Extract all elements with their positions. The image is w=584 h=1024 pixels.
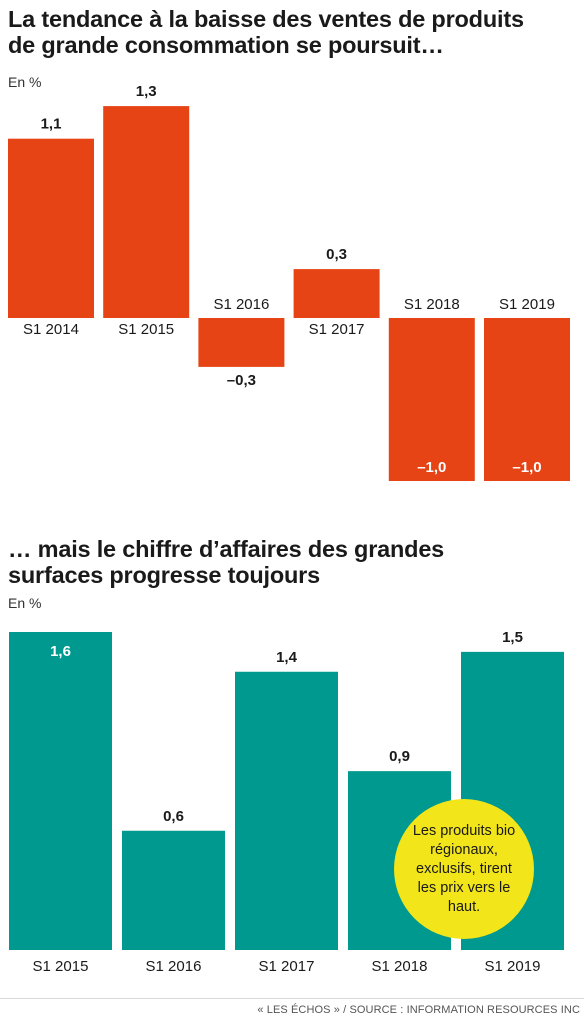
bottom-unit-label: En %	[8, 595, 42, 611]
annotation-text: Les produits bio régionaux, exclusifs, t…	[412, 822, 516, 915]
top-category-label: S1 2017	[309, 321, 365, 338]
bottom-bar-s1-2017	[235, 671, 338, 950]
top-bar-s1-2015	[103, 106, 190, 318]
footer-divider	[0, 998, 584, 999]
bottom-title-line-2: surfaces progresse toujours	[8, 562, 320, 588]
top-bar-s1-2016	[198, 318, 285, 367]
top-title-line-1: La tendance à la baisse des ventes de pr…	[8, 6, 524, 32]
top-value-label: 1,3	[136, 83, 157, 100]
top-category-label: S1 2014	[23, 321, 79, 338]
top-bar-s1-2018	[388, 318, 475, 481]
top-value-label: 0,3	[326, 246, 347, 263]
top-value-label: 1,1	[41, 116, 62, 133]
annotation-bubble: Les produits bio régionaux, exclusifs, t…	[394, 799, 534, 939]
bottom-category-label: S1 2016	[146, 958, 202, 975]
bottom-category-label: S1 2018	[372, 958, 428, 975]
bottom-value-label: 1,5	[502, 629, 523, 646]
bottom-bar-s1-2016	[122, 830, 225, 950]
bottom-bar-s1-2015	[9, 632, 112, 950]
top-unit-label: En %	[8, 74, 42, 90]
bottom-value-label: 0,6	[163, 808, 184, 825]
bottom-category-label: S1 2019	[485, 958, 541, 975]
bottom-value-label: 1,6	[50, 643, 71, 660]
bottom-value-label: 0,9	[389, 748, 410, 765]
top-bar-s1-2014	[8, 138, 94, 318]
bottom-value-label: 1,4	[276, 649, 298, 666]
bottom-title-line-1: … mais le chiffre d’affaires des grandes	[8, 536, 445, 562]
top-category-label: S1 2015	[118, 321, 174, 338]
bottom-category-label: S1 2015	[33, 958, 89, 975]
top-chart-title: La tendance à la baisse des ventes de pr…	[8, 6, 578, 58]
top-bar-s1-2017	[293, 269, 380, 318]
top-value-label: –0,3	[227, 372, 256, 389]
top-category-label: S1 2019	[499, 296, 555, 313]
top-bar-chart: S1 2014 1,1 S1 2015 1,3 S1 2016 –0,3 S1 2017 0,…	[8, 83, 570, 481]
source-credit: « LES ÉCHOS » / SOURCE : INFORMATION RES…	[257, 1004, 580, 1016]
top-bar-s1-2019	[484, 318, 570, 481]
bottom-category-label: S1 2017	[259, 958, 315, 975]
top-title-line-2: de grande consommation se poursuit…	[8, 32, 444, 58]
bottom-chart-title: … mais le chiffre d’affaires des grandes…	[8, 536, 578, 588]
top-value-label: –1,0	[417, 459, 446, 476]
top-category-label: S1 2018	[404, 296, 460, 313]
top-value-label: –1,0	[512, 459, 541, 476]
top-category-label: S1 2016	[213, 296, 269, 313]
